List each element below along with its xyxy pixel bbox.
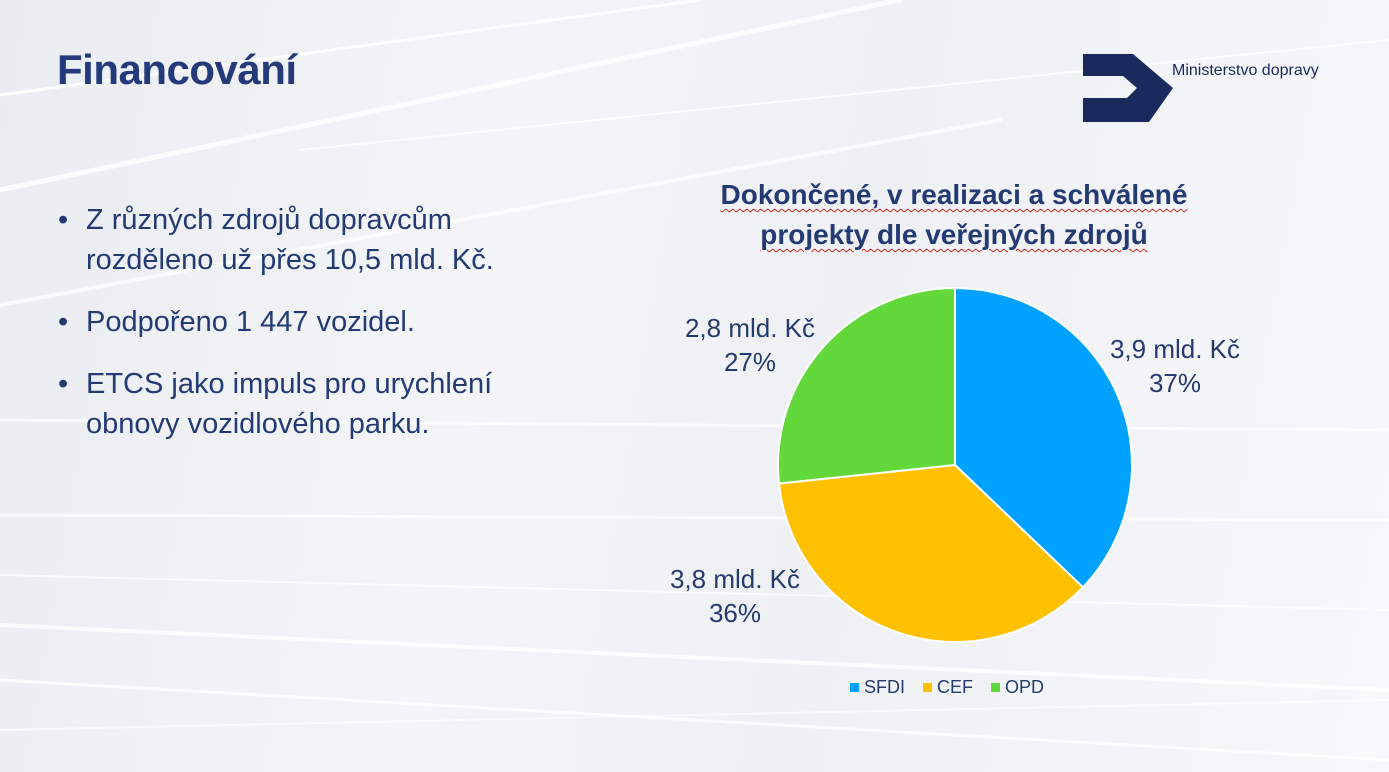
pie-slice-opd xyxy=(777,286,956,485)
pie-slice-sfdi xyxy=(954,286,1133,589)
data-label-cef: 3,8 mld. Kč 36% xyxy=(650,562,820,630)
legend-item-cef: CEF xyxy=(923,677,973,698)
data-label-percent: 27% xyxy=(723,347,777,377)
chart-title: Dokončené, v realizaci a schválené proje… xyxy=(640,175,1268,255)
bullet-dot: • xyxy=(58,204,69,236)
data-label-percent: 37% xyxy=(1148,368,1202,398)
data-label-value: 3,9 mld. Kč xyxy=(1109,334,1241,364)
data-label-value: 3,8 mld. Kč xyxy=(669,564,801,594)
bullet-list: • Z různých zdrojů dopravcům rozděleno u… xyxy=(58,200,598,466)
bullet-line: Podpořeno 1 447 vozidel. xyxy=(86,306,415,338)
pie-slice-cef xyxy=(777,463,1085,643)
bullet-line: rozděleno už přes 10,5 mld. Kč. xyxy=(86,244,494,276)
legend-swatch xyxy=(923,683,933,692)
legend-label: CEF xyxy=(937,677,974,697)
data-label-percent: 36% xyxy=(708,598,762,628)
legend-label: SFDI xyxy=(864,677,906,697)
legend-swatch xyxy=(850,683,859,692)
data-label-value: 2,8 mld. Kč xyxy=(684,313,816,343)
slide-title: Financování xyxy=(57,46,297,93)
chart-title-line: projekty dle veřejných zdrojů xyxy=(760,219,1148,250)
chart-legend: SFDI CEF OPD xyxy=(850,677,1044,698)
bullet-line: Z různých zdrojů dopravcům xyxy=(86,204,452,236)
legend-swatch xyxy=(991,683,1001,692)
chart-title-line: Dokončené, v realizaci a schválené xyxy=(720,179,1188,210)
bullet-line: ETCS jako impuls pro urychlení xyxy=(86,368,493,400)
bullet-item: • Z různých zdrojů dopravcům rozděleno u… xyxy=(58,200,598,280)
ministry-logo-icon xyxy=(1083,54,1173,122)
data-label-opd: 2,8 mld. Kč 27% xyxy=(665,311,835,379)
data-label-sfdi: 3,9 mld. Kč 37% xyxy=(1090,332,1260,400)
logo-text: Ministerstvo dopravy xyxy=(1172,62,1319,79)
bullet-line: obnovy vozidlového parku. xyxy=(86,408,430,440)
legend-item-opd: OPD xyxy=(991,677,1044,698)
bullet-dot: • xyxy=(58,368,69,400)
pie-chart xyxy=(777,286,1133,643)
legend-item-sfdi: SFDI xyxy=(850,677,905,698)
bullet-item: • ETCS jako impuls pro urychlení obnovy … xyxy=(58,364,598,444)
bullet-dot: • xyxy=(58,306,69,338)
legend-label: OPD xyxy=(1005,677,1045,697)
bullet-item: • Podpořeno 1 447 vozidel. xyxy=(58,302,598,342)
